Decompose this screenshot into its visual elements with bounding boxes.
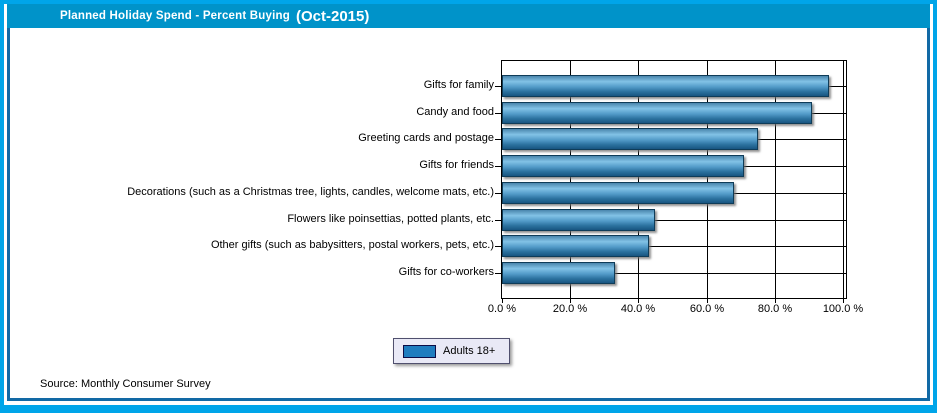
category-label: Flowers like poinsettias, potted plants,… [287,213,494,225]
x-axis-tick [775,299,776,303]
chart-title: Planned Holiday Spend - Percent Buying [60,10,290,22]
category-label: Other gifts (such as babysitters, postal… [210,239,494,251]
category-label: Decorations (such as a Christmas tree, l… [127,186,494,198]
horizontal-gridline [502,220,846,221]
vertical-gridline [570,61,571,298]
chart-title-period: (Oct-2015) [295,7,370,25]
y-axis-tick [495,166,502,167]
chart-bar [502,262,615,284]
vertical-gridline [707,61,708,298]
chart-bar [502,182,734,204]
chart-title-bar: Planned Holiday Spend - Percent Buying (… [7,4,930,28]
y-axis-tick [495,113,502,114]
x-axis-tick-label: 80.0 % [757,303,793,315]
vertical-gridline [843,61,844,298]
category-label: Gifts for friends [419,159,494,171]
chart-bar [502,155,744,177]
category-label: Gifts for co-workers [398,266,494,278]
x-axis-tick-label: 60.0 % [689,303,725,315]
horizontal-gridline [502,273,846,274]
x-axis-tick [570,299,571,303]
category-label: Candy and food [416,106,494,118]
plot-area [501,60,847,299]
chart-bar [502,75,829,97]
x-axis-tick [638,299,639,303]
y-axis-tick [495,193,502,194]
x-axis-tick-label: 20.0 % [552,303,588,315]
x-axis-tick [502,299,503,303]
category-label: Gifts for family [423,79,494,91]
chart-bar [502,102,812,124]
y-axis-category-labels: Gifts for family Candy and food Greeting c… [20,60,494,299]
x-axis-tick [843,299,844,303]
category-label: Greeting cards and postage [358,132,494,144]
horizontal-gridline [502,246,846,247]
chart-bar [502,128,758,150]
x-axis-tick-label: 40.0 % [620,303,656,315]
chart-bar [502,209,655,231]
legend-series-label: Adults 18+ [443,345,496,357]
x-axis-tick-label: 0.0 % [487,303,517,315]
chart-bar [502,235,649,257]
x-axis-tick-label: 100.0 % [822,303,864,315]
vertical-gridline [775,61,776,298]
y-axis-tick [495,86,502,87]
legend: Adults 18+ [393,338,510,364]
y-axis-tick [495,273,502,274]
vertical-gridline [638,61,639,298]
x-axis-tick [707,299,708,303]
y-axis-tick [495,246,502,247]
legend-swatch-icon [403,344,436,358]
source-note: Source: Monthly Consumer Survey [40,378,211,390]
y-axis-tick [495,220,502,221]
y-axis-tick [495,139,502,140]
